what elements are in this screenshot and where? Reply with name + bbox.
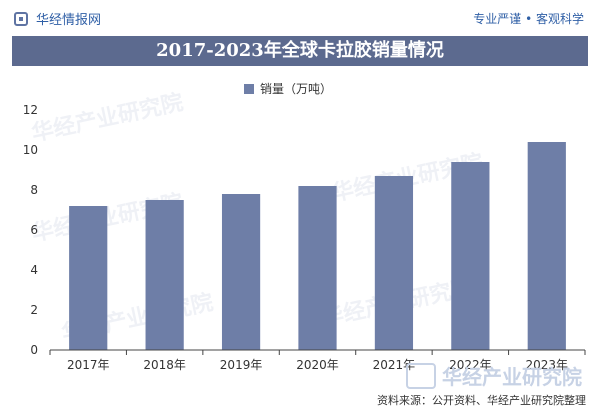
x-tick-label: 2019年 [220, 358, 263, 372]
x-axis: 2017年 2018年 2019年 2020年 2021年 2022年 2023年 [49, 349, 586, 372]
x-tick-label: 2018年 [143, 358, 186, 372]
y-tick-label: 12 [23, 103, 38, 117]
y-tick-label: 8 [30, 183, 38, 197]
legend: 销量（万吨） [244, 80, 332, 97]
tagline: 专业严谨 • 客观科学 [473, 12, 584, 26]
x-tick-label: 2022年 [449, 358, 492, 372]
y-tick-label: 10 [23, 143, 38, 157]
y-axis: 0 2 4 6 8 10 12 [23, 103, 38, 357]
y-tick-label: 2 [30, 303, 38, 317]
bar [145, 200, 184, 350]
x-tick-label: 2023年 [526, 358, 569, 372]
source-note: 资料来源：公开资料、华经产业研究院整理 [377, 394, 586, 407]
y-tick-label: 6 [30, 223, 38, 237]
chart-title: 2017-2023年全球卡拉胶销量情况 [12, 36, 588, 66]
corner-watermark: 华经产业研究院 [442, 365, 582, 389]
bar [374, 176, 414, 350]
bar [451, 162, 490, 350]
bar [69, 206, 108, 350]
bars [69, 142, 566, 350]
y-tick-label: 4 [30, 263, 38, 277]
x-tick-label: 2021年 [373, 358, 416, 372]
y-tick-label: 0 [30, 343, 38, 357]
logo-icon [14, 11, 28, 26]
bar [221, 194, 261, 350]
legend-swatch [244, 83, 254, 94]
x-tick-label: 2020年 [296, 358, 339, 372]
top-bar: 华经情报网 专业严谨 • 客观科学 [0, 0, 600, 36]
legend-label: 销量（万吨） [260, 82, 333, 96]
bar [298, 186, 337, 350]
brand-name: 华经情报网 [36, 13, 102, 28]
watermark-logo-icon [406, 363, 436, 389]
bar [527, 142, 566, 350]
brand: 华经情报网 [14, 9, 101, 28]
x-tick-label: 2017年 [67, 358, 110, 372]
